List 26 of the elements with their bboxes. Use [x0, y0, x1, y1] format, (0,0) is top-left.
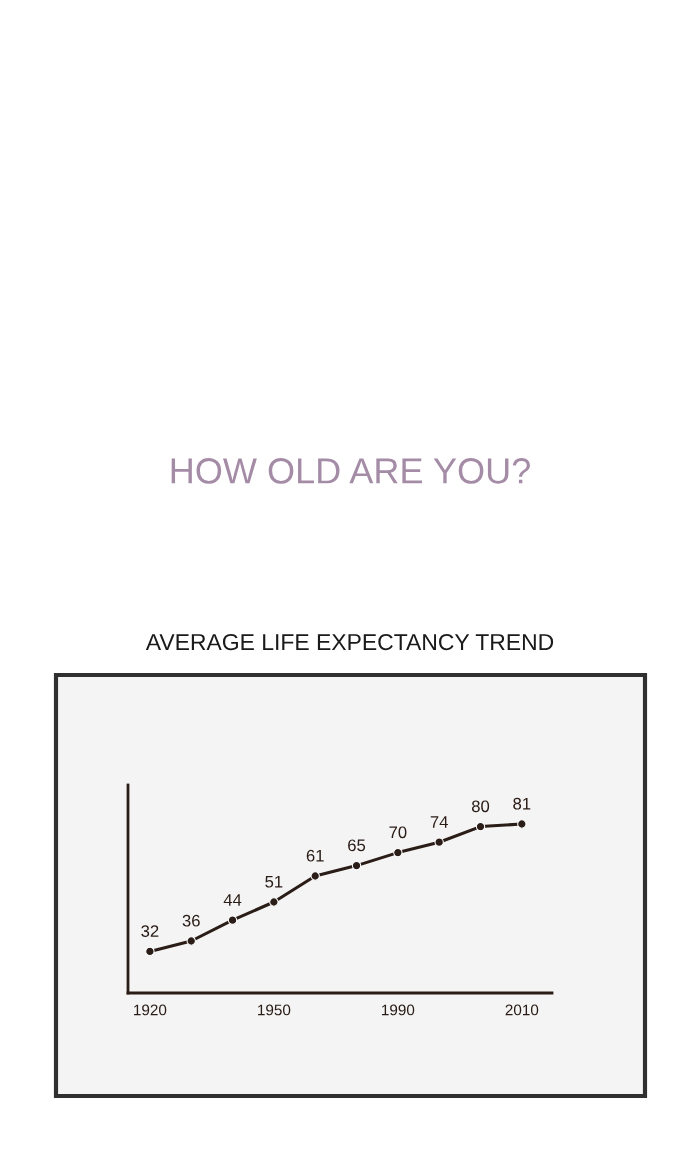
point [145, 946, 155, 957]
point [186, 936, 196, 946]
data-label: 44 [223, 894, 242, 906]
x-tick-label: 1920 [134, 1004, 167, 1016]
x-tick-label: 1950 [258, 1004, 291, 1016]
chart-title: HOW OLD ARE YOU? [171, 458, 530, 484]
data-label: 36 [182, 914, 200, 927]
point [351, 860, 362, 871]
data-label: 81 [513, 797, 531, 810]
x-tick-label: 2010 [505, 1004, 539, 1016]
data-label: 80 [471, 800, 490, 813]
point [434, 837, 444, 847]
point [269, 897, 279, 907]
point [517, 819, 527, 829]
data-label: 70 [389, 826, 407, 839]
point [227, 915, 238, 925]
chart-subtitle: AVERAGE LIFE EXPECTANCY TREND [145, 633, 554, 651]
x-tick-label: 1990 [382, 1004, 415, 1016]
data-label: 61 [306, 849, 324, 862]
point [310, 871, 320, 881]
data-label: 65 [348, 839, 366, 852]
point [475, 821, 486, 832]
point [393, 847, 403, 858]
data-label: 74 [430, 816, 448, 828]
data-label: 51 [265, 875, 283, 888]
data-label: 32 [141, 925, 159, 937]
